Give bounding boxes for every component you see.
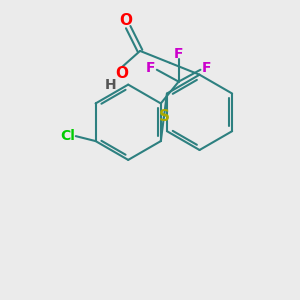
Text: Cl: Cl — [60, 129, 75, 143]
Text: S: S — [159, 109, 170, 124]
Text: F: F — [202, 61, 211, 75]
Text: O: O — [115, 66, 128, 81]
Text: O: O — [120, 13, 133, 28]
Text: F: F — [146, 61, 156, 75]
Text: H: H — [105, 78, 116, 92]
Text: F: F — [174, 47, 183, 61]
